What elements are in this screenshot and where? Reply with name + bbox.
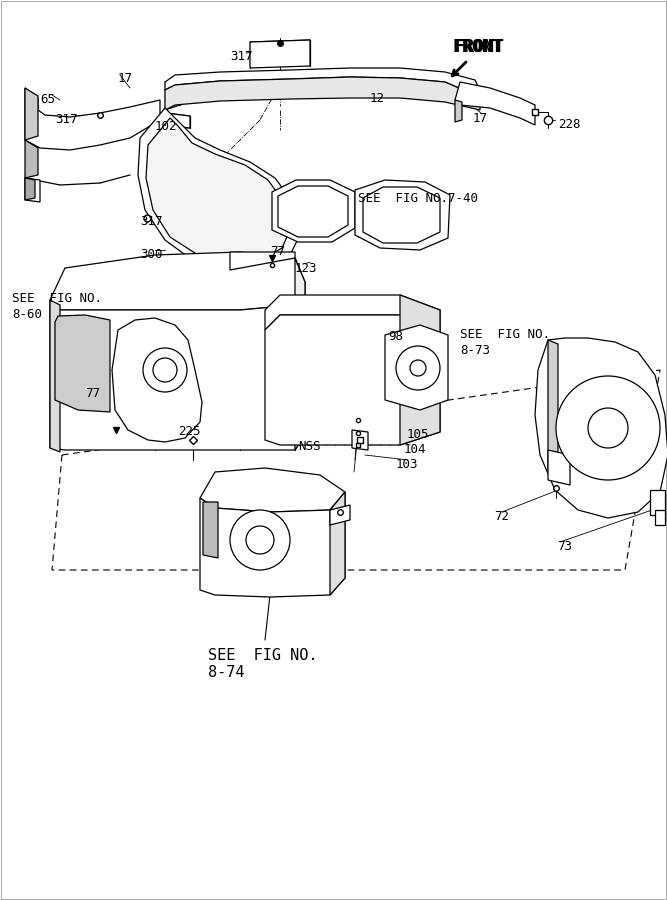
Polygon shape (272, 180, 355, 242)
Text: FRONT: FRONT (452, 38, 502, 56)
Text: 228: 228 (558, 118, 580, 131)
Polygon shape (548, 450, 570, 485)
Text: 77: 77 (270, 245, 285, 258)
Polygon shape (25, 88, 160, 150)
Text: 8-74: 8-74 (208, 665, 245, 680)
Circle shape (230, 510, 290, 570)
Polygon shape (455, 100, 462, 122)
Polygon shape (355, 180, 450, 250)
Text: 12: 12 (370, 92, 385, 105)
Polygon shape (165, 77, 480, 110)
Text: SEE  FIG NO.: SEE FIG NO. (12, 292, 102, 305)
Text: 102: 102 (155, 120, 177, 133)
Polygon shape (203, 502, 218, 558)
Polygon shape (25, 178, 40, 202)
Text: 300: 300 (140, 248, 163, 261)
Polygon shape (25, 88, 38, 140)
Polygon shape (265, 315, 440, 445)
Text: SEE  FIG NO.7-40: SEE FIG NO.7-40 (358, 192, 478, 205)
Polygon shape (295, 258, 305, 450)
Polygon shape (352, 430, 368, 450)
Circle shape (556, 376, 660, 480)
Polygon shape (363, 187, 440, 243)
Polygon shape (265, 295, 440, 330)
Circle shape (153, 358, 177, 382)
Text: 77: 77 (85, 387, 100, 400)
Circle shape (410, 360, 426, 376)
Polygon shape (455, 82, 535, 125)
Polygon shape (25, 178, 35, 200)
Polygon shape (165, 113, 190, 128)
Text: FRONT: FRONT (455, 38, 505, 56)
Text: SEE  FIG NO.: SEE FIG NO. (208, 648, 317, 663)
Polygon shape (650, 490, 665, 515)
Text: 8-60: 8-60 (12, 308, 42, 321)
Circle shape (396, 346, 440, 390)
Text: 17: 17 (118, 72, 133, 85)
Text: 104: 104 (404, 443, 426, 456)
Polygon shape (50, 282, 305, 450)
Polygon shape (200, 468, 345, 512)
Text: 17: 17 (473, 112, 488, 125)
Polygon shape (165, 68, 480, 95)
Polygon shape (138, 108, 300, 272)
Polygon shape (278, 186, 348, 237)
Text: 8-73: 8-73 (460, 344, 490, 357)
Text: 317: 317 (55, 113, 77, 126)
Polygon shape (250, 40, 310, 68)
Polygon shape (400, 295, 440, 445)
Text: NSS: NSS (298, 440, 321, 453)
Text: 73: 73 (557, 540, 572, 553)
Polygon shape (25, 140, 38, 178)
Polygon shape (230, 252, 295, 270)
Polygon shape (200, 492, 345, 597)
Polygon shape (655, 510, 665, 525)
Text: SEE  FIG NO.: SEE FIG NO. (460, 328, 550, 341)
Text: 317: 317 (230, 50, 253, 63)
Text: 105: 105 (407, 428, 430, 441)
Polygon shape (535, 338, 667, 518)
Polygon shape (55, 315, 110, 412)
Circle shape (246, 526, 274, 554)
Polygon shape (146, 118, 290, 263)
Circle shape (143, 348, 187, 392)
Text: 65: 65 (40, 93, 55, 106)
Polygon shape (50, 300, 60, 452)
Text: 103: 103 (396, 458, 418, 471)
Polygon shape (330, 492, 345, 595)
Text: 72: 72 (494, 510, 509, 523)
Polygon shape (330, 505, 350, 525)
Text: 317: 317 (140, 215, 163, 228)
Polygon shape (385, 325, 448, 410)
Polygon shape (50, 252, 305, 310)
Polygon shape (548, 340, 558, 474)
Text: 225: 225 (178, 425, 201, 438)
Circle shape (588, 408, 628, 448)
Text: 123: 123 (295, 262, 317, 275)
Text: 98: 98 (388, 330, 403, 343)
Polygon shape (112, 318, 202, 442)
